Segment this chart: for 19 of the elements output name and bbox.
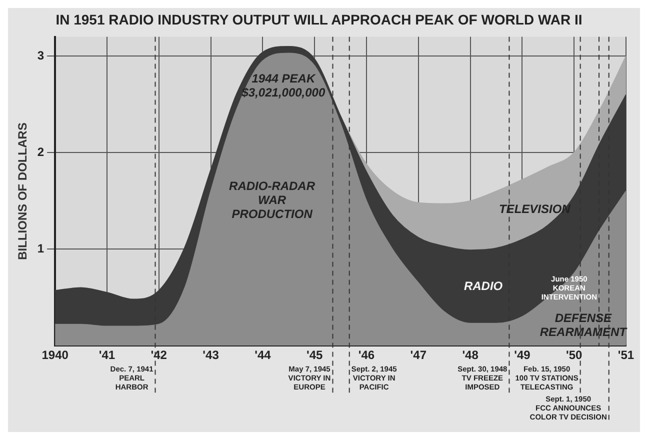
x-tick-label: '48 — [462, 348, 479, 362]
x-tick-label: '49 — [514, 348, 531, 362]
y-tick-label: 1 — [37, 241, 44, 256]
x-tick-label: '43 — [202, 348, 220, 362]
x-tick-label: '51 — [618, 348, 634, 362]
x-tick-label: '45 — [306, 348, 324, 362]
x-tick-label: '46 — [358, 348, 375, 362]
annotation: RADIO-RADAR WAR PRODUCTION — [229, 178, 316, 221]
x-tick-label: '41 — [98, 348, 116, 362]
x-tick-label: '44 — [254, 348, 272, 362]
y-tick-label: 3 — [37, 48, 44, 62]
x-tick-label: 1940 — [42, 348, 69, 362]
y-axis-title: BILLIONS OF DOLLARS — [16, 122, 30, 260]
chart-title: IN 1951 RADIO INDUSTRY OUTPUT WILL APPROACH PEAK OF WORLD WAR II — [56, 11, 582, 28]
x-tick-label: '42 — [150, 348, 168, 362]
y-tick-label: 2 — [37, 144, 44, 159]
x-tick-label: '50 — [566, 348, 583, 362]
annotation: RADIO — [464, 279, 504, 294]
x-tick-label: '47 — [410, 348, 427, 362]
